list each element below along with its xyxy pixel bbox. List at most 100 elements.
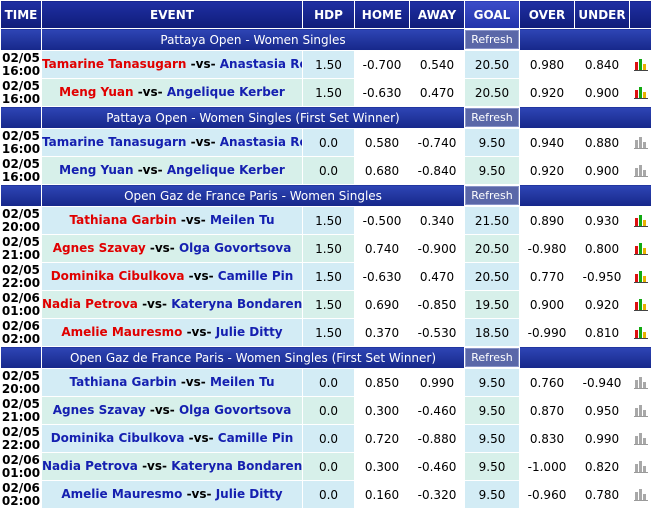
home-player[interactable]: Tathiana Garbin [69, 375, 177, 389]
home-odds[interactable]: 0.690 [354, 290, 410, 319]
home-player[interactable]: Amelie Mauresmo [61, 325, 183, 339]
bar-chart-icon[interactable] [633, 137, 648, 149]
under-odds[interactable]: 0.810 [574, 318, 630, 347]
away-odds[interactable]: 0.990 [409, 368, 465, 397]
away-player[interactable]: Olga Govortsova [178, 403, 292, 417]
home-odds[interactable]: 0.720 [354, 424, 410, 453]
away-player[interactable]: Camille Pin [217, 431, 294, 445]
under-odds[interactable]: 0.820 [574, 452, 630, 481]
bar-chart-icon[interactable] [633, 87, 648, 99]
away-player[interactable]: Kateryna Bondarenko [171, 459, 303, 473]
over-odds[interactable]: 0.890 [519, 206, 575, 235]
under-odds[interactable]: 0.900 [574, 156, 630, 185]
over-odds[interactable]: 0.980 [519, 50, 575, 79]
bar-chart-icon[interactable] [633, 405, 648, 417]
away-player[interactable]: Angelique Kerber [166, 85, 285, 99]
bar-chart-icon[interactable] [633, 243, 648, 255]
away-player[interactable]: Julie Ditty [215, 325, 283, 339]
bar-chart-icon[interactable] [633, 377, 648, 389]
home-odds[interactable]: -0.630 [354, 262, 410, 291]
home-player[interactable]: Amelie Mauresmo [61, 487, 183, 501]
under-odds[interactable]: 0.920 [574, 290, 630, 319]
bar-chart-icon[interactable] [633, 433, 648, 445]
bar-chart-icon[interactable] [633, 327, 648, 339]
home-odds[interactable]: -0.700 [354, 50, 410, 79]
home-odds[interactable]: 0.680 [354, 156, 410, 185]
home-odds[interactable]: 0.370 [354, 318, 410, 347]
home-odds[interactable]: 0.850 [354, 368, 410, 397]
away-player[interactable]: Olga Govortsova [178, 241, 292, 255]
under-odds[interactable]: -0.940 [574, 368, 630, 397]
away-player[interactable]: Camille Pin [217, 269, 294, 283]
over-odds[interactable]: 0.770 [519, 262, 575, 291]
over-odds[interactable]: 0.900 [519, 290, 575, 319]
away-player[interactable]: Kateryna Bondarenko [171, 297, 303, 311]
home-player[interactable]: Nadia Petrova [42, 459, 138, 473]
over-odds[interactable]: 0.940 [519, 128, 575, 157]
refresh-button[interactable]: Refresh [465, 348, 519, 367]
away-odds[interactable]: -0.320 [409, 480, 465, 509]
home-odds[interactable]: 0.160 [354, 480, 410, 509]
home-player[interactable]: Tamarine Tanasugarn [42, 57, 187, 71]
home-player[interactable]: Dominika Cibulkova [50, 269, 185, 283]
home-player[interactable]: Meng Yuan [59, 85, 134, 99]
under-odds[interactable]: 0.780 [574, 480, 630, 509]
home-odds[interactable]: 0.740 [354, 234, 410, 263]
over-odds[interactable]: 0.870 [519, 396, 575, 425]
away-odds[interactable]: 0.340 [409, 206, 465, 235]
home-odds[interactable]: -0.630 [354, 78, 410, 107]
refresh-button[interactable]: Refresh [465, 108, 519, 127]
bar-chart-icon[interactable] [633, 489, 648, 501]
bar-chart-icon[interactable] [633, 59, 648, 71]
away-odds[interactable]: 0.540 [409, 50, 465, 79]
bar-chart-icon[interactable] [633, 271, 648, 283]
under-odds[interactable]: 0.880 [574, 128, 630, 157]
under-odds[interactable]: 0.990 [574, 424, 630, 453]
home-player[interactable]: Nadia Petrova [42, 297, 138, 311]
home-player[interactable]: Meng Yuan [59, 163, 134, 177]
bar-chart-icon[interactable] [633, 461, 648, 473]
over-odds[interactable]: -0.960 [519, 480, 575, 509]
home-player[interactable]: Tamarine Tanasugarn [42, 135, 187, 149]
away-odds[interactable]: 0.470 [409, 78, 465, 107]
under-odds[interactable]: 0.840 [574, 50, 630, 79]
away-player[interactable]: Julie Ditty [215, 487, 283, 501]
away-odds[interactable]: -0.880 [409, 424, 465, 453]
away-player[interactable]: Anastasia Rodionova [219, 135, 302, 149]
over-odds[interactable]: 0.920 [519, 78, 575, 107]
away-odds[interactable]: -0.740 [409, 128, 465, 157]
home-odds[interactable]: 0.300 [354, 452, 410, 481]
over-odds[interactable]: -0.990 [519, 318, 575, 347]
away-odds[interactable]: -0.530 [409, 318, 465, 347]
home-odds[interactable]: -0.500 [354, 206, 410, 235]
away-odds[interactable]: -0.460 [409, 452, 465, 481]
away-odds[interactable]: 0.470 [409, 262, 465, 291]
under-odds[interactable]: 0.900 [574, 78, 630, 107]
bar-chart-icon[interactable] [633, 299, 648, 311]
home-odds[interactable]: 0.300 [354, 396, 410, 425]
under-odds[interactable]: 0.800 [574, 234, 630, 263]
refresh-button[interactable]: Refresh [465, 186, 519, 205]
over-odds[interactable]: 0.920 [519, 156, 575, 185]
away-odds[interactable]: -0.850 [409, 290, 465, 319]
away-player[interactable]: Angelique Kerber [166, 163, 285, 177]
over-odds[interactable]: 0.830 [519, 424, 575, 453]
away-odds[interactable]: -0.460 [409, 396, 465, 425]
away-player[interactable]: Meilen Tu [209, 375, 275, 389]
away-odds[interactable]: -0.900 [409, 234, 465, 263]
home-player[interactable]: Agnes Szavay [52, 403, 146, 417]
bar-chart-icon[interactable] [633, 215, 648, 227]
over-odds[interactable]: -0.980 [519, 234, 575, 263]
under-odds[interactable]: -0.950 [574, 262, 630, 291]
over-odds[interactable]: 0.760 [519, 368, 575, 397]
away-player[interactable]: Anastasia Rodionova [219, 57, 302, 71]
away-odds[interactable]: -0.840 [409, 156, 465, 185]
bar-chart-icon[interactable] [633, 165, 648, 177]
under-odds[interactable]: 0.950 [574, 396, 630, 425]
home-odds[interactable]: 0.580 [354, 128, 410, 157]
over-odds[interactable]: -1.000 [519, 452, 575, 481]
away-player[interactable]: Meilen Tu [209, 213, 275, 227]
refresh-button[interactable]: Refresh [465, 30, 519, 49]
home-player[interactable]: Tathiana Garbin [69, 213, 177, 227]
home-player[interactable]: Agnes Szavay [52, 241, 146, 255]
